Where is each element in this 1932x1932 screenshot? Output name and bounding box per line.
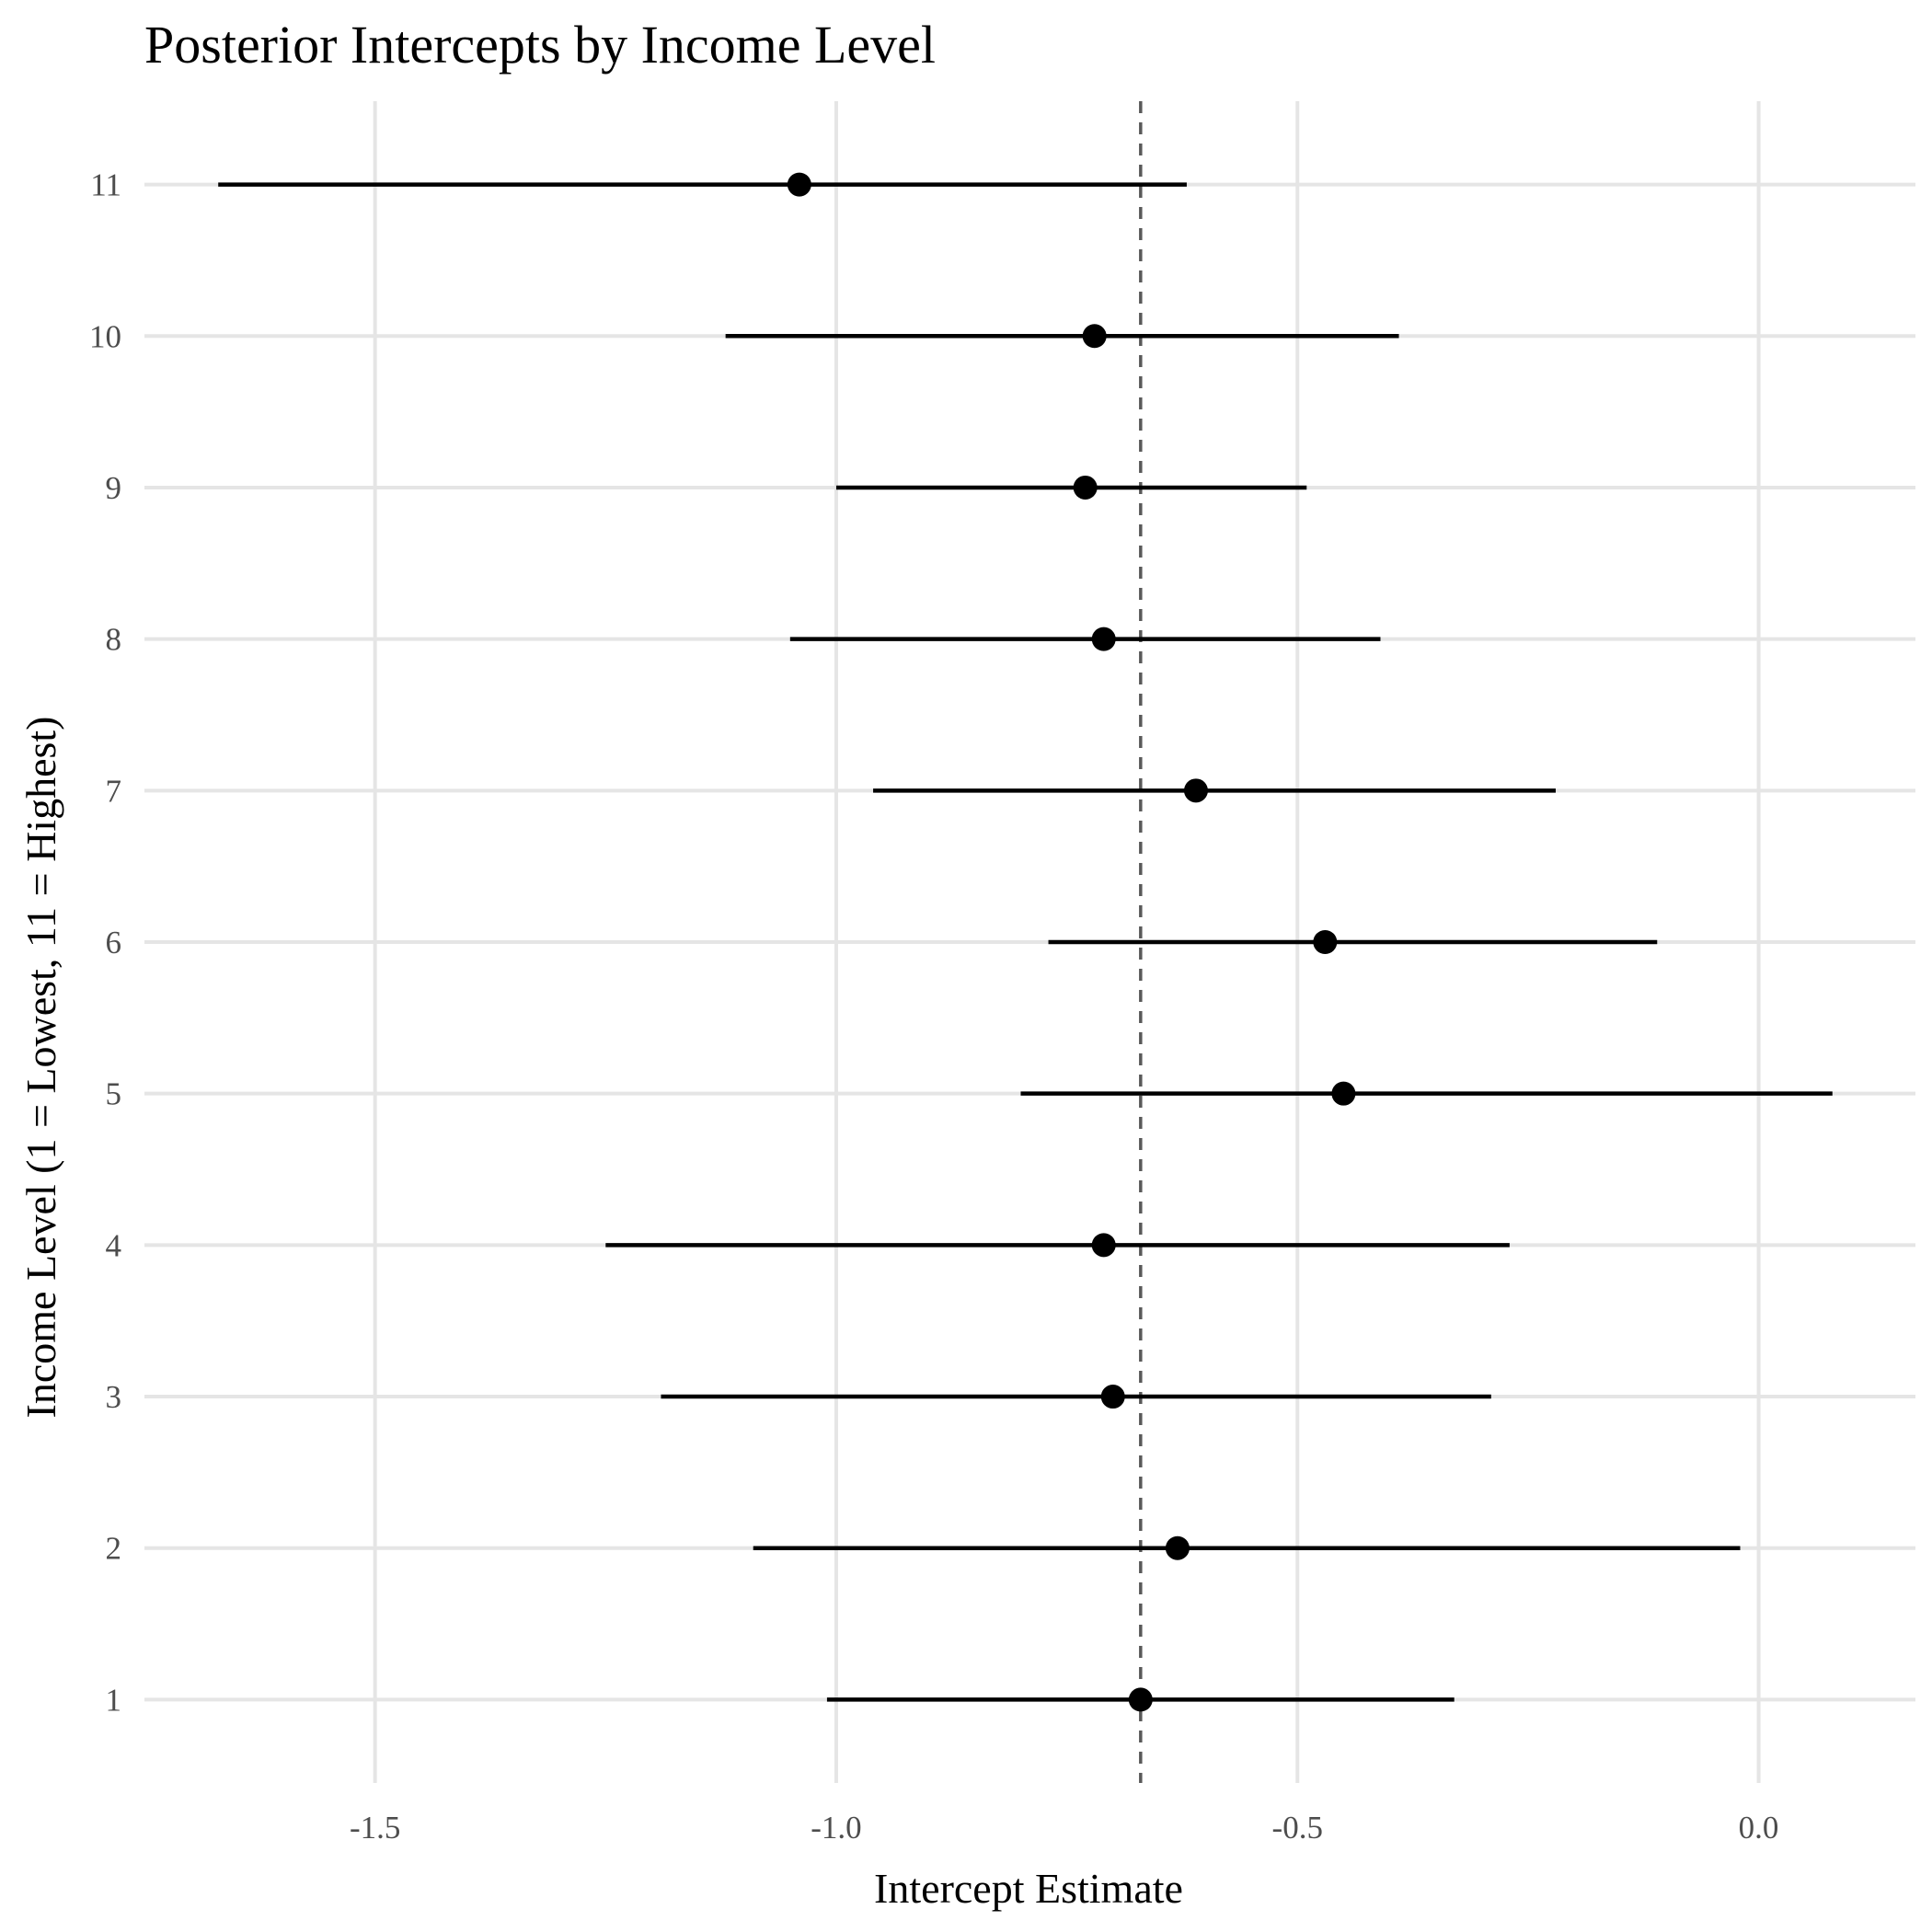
y-tick-label-9: 9 [106,470,122,506]
y-tick-label-6: 6 [106,925,122,960]
point-level-10 [1082,324,1107,349]
y-tick-label-10: 10 [89,318,121,354]
y-tick-label-1: 1 [106,1682,122,1718]
y-axis-title: Income Level (1 = Lowest, 11 = Highest) [17,717,64,1419]
y-tick-label-7: 7 [106,773,122,809]
point-level-11 [787,172,811,197]
y-tick-label-5: 5 [106,1076,122,1112]
y-tick-label-2: 2 [106,1531,122,1567]
point-level-7 [1183,778,1208,803]
x-tick-label-0: -1.5 [350,1810,400,1846]
y-tick-labels: 1 2 3 4 5 6 7 8 9 10 11 [89,167,121,1719]
point-estimates [787,172,1356,1712]
x-tick-label-2: -0.5 [1272,1810,1323,1846]
point-level-6 [1313,930,1338,954]
y-tick-label-11: 11 [90,167,121,203]
x-axis-title: Intercept Estimate [874,1865,1183,1912]
y-tick-label-3: 3 [106,1379,122,1415]
y-tick-label-4: 4 [106,1227,122,1263]
point-level-8 [1091,627,1116,651]
chart-title: Posterior Intercepts by Income Level [144,15,936,75]
x-tick-label-1: -1.0 [811,1810,861,1846]
x-tick-label-3: 0.0 [1739,1810,1779,1846]
point-level-4 [1091,1233,1116,1258]
y-tick-label-8: 8 [106,622,122,658]
point-level-2 [1165,1535,1190,1560]
point-level-1 [1128,1687,1153,1712]
point-level-3 [1100,1385,1125,1409]
credible-intervals [218,182,1833,1702]
x-tick-labels: -1.5 -1.0 -0.5 0.0 [350,1810,1778,1846]
point-level-5 [1331,1081,1356,1106]
point-level-9 [1073,475,1098,500]
